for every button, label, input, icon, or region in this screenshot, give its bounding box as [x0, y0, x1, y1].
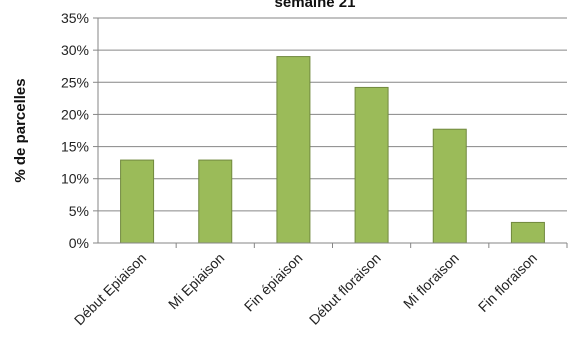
- y-tick-label: 15%: [61, 139, 89, 155]
- y-tick-label: 10%: [61, 171, 89, 187]
- y-tick-label: 5%: [69, 203, 89, 219]
- y-tick-label: 0%: [69, 235, 89, 251]
- gridlines: [98, 18, 567, 211]
- y-tick-label: 20%: [61, 106, 89, 122]
- bar: [355, 87, 388, 243]
- x-tick-label: Fin épiaison: [241, 250, 306, 315]
- x-tick-label: Mi floraison: [400, 250, 462, 312]
- x-tick-labels: Début Epiaison Mi Epiaison Fin épiaison Déb…: [71, 250, 540, 328]
- chart-title: semaine 21: [275, 0, 356, 11]
- bar: [433, 129, 466, 243]
- x-tick-label: Fin floraison: [475, 250, 540, 315]
- x-tick-label: Mi Epiaison: [165, 250, 227, 312]
- axes: [93, 18, 567, 248]
- y-tick-label: 30%: [61, 42, 89, 58]
- bar: [199, 160, 232, 243]
- y-tick-label: 25%: [61, 74, 89, 90]
- y-tick-label: 35%: [61, 10, 89, 26]
- x-tick-label: Début Epiaison: [71, 250, 149, 328]
- y-tick-labels: 0% 5% 10% 15% 20% 25% 30% 35%: [61, 10, 89, 251]
- bar: [511, 222, 544, 243]
- x-tick-label: Début floraison: [306, 250, 384, 328]
- bar: [121, 160, 154, 243]
- bars: [121, 57, 545, 243]
- y-axis-title: % de parcelles: [12, 78, 29, 182]
- bar: [277, 57, 310, 243]
